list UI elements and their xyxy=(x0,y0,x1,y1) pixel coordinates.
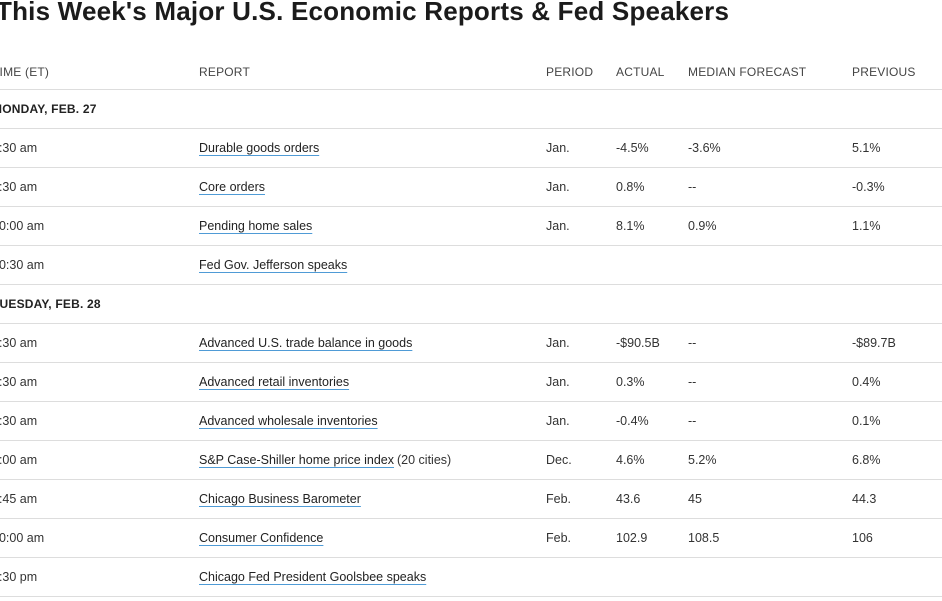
previous-cell: 1.1% xyxy=(852,219,881,233)
day-label: TUESDAY, FEB. 28 xyxy=(0,297,101,311)
median-forecast-cell: 5.2% xyxy=(688,453,717,467)
report-cell: Advanced wholesale inventories xyxy=(199,402,378,440)
actual-cell: 43.6 xyxy=(616,492,641,506)
header-time: TIME (ET) xyxy=(0,65,50,79)
period-cell: Feb. xyxy=(546,492,572,506)
report-cell: Advanced retail inventories xyxy=(199,363,349,401)
time-cell: 8:30 am xyxy=(0,414,38,428)
median-forecast-cell: -3.6% xyxy=(688,141,721,155)
table-row: 8:30 am Advanced wholesale inventories Jan… xyxy=(0,402,942,441)
median-forecast-cell: -- xyxy=(688,414,697,428)
time-cell: 10:00 am xyxy=(0,531,45,545)
table-row: 9:45 am Chicago Business Barometer Feb. 43.… xyxy=(0,480,942,519)
actual-cell: 4.6% xyxy=(616,453,645,467)
previous-cell: 6.8% xyxy=(852,453,881,467)
header-previous: PREVIOUS xyxy=(852,65,916,79)
median-forecast-cell: 0.9% xyxy=(688,219,717,233)
time-cell: 8:30 am xyxy=(0,180,38,194)
time-cell: 10:00 am xyxy=(0,219,45,233)
time-cell: 10:30 am xyxy=(0,258,45,272)
actual-cell: -4.5% xyxy=(616,141,649,155)
median-forecast-cell: -- xyxy=(688,336,697,350)
median-forecast-cell: 108.5 xyxy=(688,531,720,545)
actual-cell: 0.8% xyxy=(616,180,645,194)
report-cell: Pending home sales xyxy=(199,207,312,245)
period-cell: Jan. xyxy=(546,180,570,194)
table-body: MONDAY, FEB. 27 8:30 am Durable goods orde… xyxy=(0,90,942,597)
report-link[interactable]: Core orders xyxy=(199,180,265,194)
report-link[interactable]: Durable goods orders xyxy=(199,141,320,155)
time-cell: 2:30 pm xyxy=(0,570,38,584)
table-header-row: TIME (ET) REPORT PERIOD ACTUAL MEDIAN FO… xyxy=(0,55,942,90)
day-row: MONDAY, FEB. 27 xyxy=(0,90,942,129)
report-link[interactable]: Advanced wholesale inventories xyxy=(199,414,378,428)
table-row: 10:30 am Fed Gov. Jefferson speaks xyxy=(0,246,942,285)
table-row: 10:00 am Consumer Confidence Feb. 102.9 108.… xyxy=(0,519,942,558)
table-row: 9:00 am S&P Case-Shiller home price index… xyxy=(0,441,942,480)
report-link[interactable]: Consumer Confidence xyxy=(199,531,324,545)
median-forecast-cell: 45 xyxy=(688,492,702,506)
report-link[interactable]: Chicago Business Barometer xyxy=(199,492,361,506)
report-link[interactable]: Advanced U.S. trade balance in goods xyxy=(199,336,413,350)
day-row: TUESDAY, FEB. 28 xyxy=(0,285,942,324)
previous-cell: 44.3 xyxy=(852,492,877,506)
median-forecast-cell: -- xyxy=(688,180,697,194)
header-report: REPORT xyxy=(199,65,250,79)
previous-cell: -$89.7B xyxy=(852,336,896,350)
actual-cell: -0.4% xyxy=(616,414,649,428)
period-cell: Jan. xyxy=(546,414,570,428)
report-cell: Chicago Fed President Goolsbee speaks xyxy=(199,558,426,596)
report-cell: Core orders xyxy=(199,168,265,206)
table-row: 8:30 am Core orders Jan. 0.8% -- -0.3% xyxy=(0,168,942,207)
report-cell: Durable goods orders xyxy=(199,129,319,167)
report-link[interactable]: Pending home sales xyxy=(199,219,313,233)
header-period: PERIOD xyxy=(546,65,594,79)
period-cell: Jan. xyxy=(546,375,570,389)
actual-cell: 102.9 xyxy=(616,531,648,545)
report-cell: S&P Case-Shiller home price index (20 cit… xyxy=(199,441,451,479)
period-cell: Jan. xyxy=(546,219,570,233)
period-cell: Feb. xyxy=(546,531,572,545)
table-row: 2:30 pm Chicago Fed President Goolsbee sp… xyxy=(0,558,942,597)
time-cell: 9:45 am xyxy=(0,492,38,506)
time-cell: 8:30 am xyxy=(0,336,38,350)
table-row: 8:30 am Durable goods orders Jan. -4.5% -3.6… xyxy=(0,129,942,168)
previous-cell: 5.1% xyxy=(852,141,881,155)
header-actual: ACTUAL xyxy=(616,65,665,79)
time-cell: 8:30 am xyxy=(0,141,38,155)
actual-cell: -$90.5B xyxy=(616,336,660,350)
table-row: 10:00 am Pending home sales Jan. 8.1% 0.9% 1.… xyxy=(0,207,942,246)
table-row: 8:30 am Advanced U.S. trade balance in go… xyxy=(0,324,942,363)
report-suffix: (20 cities) xyxy=(397,453,452,467)
day-label: MONDAY, FEB. 27 xyxy=(0,102,97,116)
header-median-forecast: MEDIAN FORECAST xyxy=(688,65,807,79)
previous-cell: 0.1% xyxy=(852,414,881,428)
report-link[interactable]: Advanced retail inventories xyxy=(199,375,350,389)
previous-cell: 106 xyxy=(852,531,873,545)
period-cell: Jan. xyxy=(546,336,570,350)
economic-calendar-table: TIME (ET) REPORT PERIOD ACTUAL MEDIAN FO… xyxy=(0,55,942,597)
previous-cell: -0.3% xyxy=(852,180,885,194)
period-cell: Dec. xyxy=(546,453,572,467)
report-link[interactable]: Chicago Fed President Goolsbee speaks xyxy=(199,570,427,584)
actual-cell: 8.1% xyxy=(616,219,645,233)
report-cell: Consumer Confidence xyxy=(199,519,323,557)
time-cell: 8:30 am xyxy=(0,375,38,389)
time-cell: 9:00 am xyxy=(0,453,38,467)
table-row: 8:30 am Advanced retail inventories Jan. 0.… xyxy=(0,363,942,402)
actual-cell: 0.3% xyxy=(616,375,645,389)
previous-cell: 0.4% xyxy=(852,375,881,389)
median-forecast-cell: -- xyxy=(688,375,697,389)
report-cell: Chicago Business Barometer xyxy=(199,480,361,518)
report-cell: Fed Gov. Jefferson speaks xyxy=(199,246,347,284)
report-link[interactable]: Fed Gov. Jefferson speaks xyxy=(199,258,348,272)
page-title: This Week's Major U.S. Economic Reports … xyxy=(0,0,730,26)
report-link[interactable]: S&P Case-Shiller home price index xyxy=(199,453,395,467)
report-cell: Advanced U.S. trade balance in goods xyxy=(199,324,412,362)
period-cell: Jan. xyxy=(546,141,570,155)
